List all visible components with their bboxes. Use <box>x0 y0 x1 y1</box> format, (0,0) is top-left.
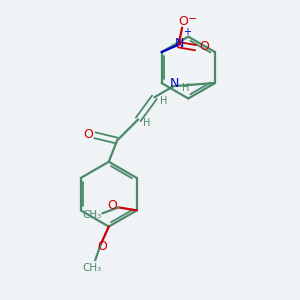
Text: H: H <box>160 96 167 106</box>
Text: H: H <box>182 83 190 94</box>
Text: O: O <box>199 40 209 53</box>
Text: +: + <box>183 27 191 38</box>
Text: CH₃: CH₃ <box>83 263 102 273</box>
Text: CH₃: CH₃ <box>82 210 102 220</box>
Text: O: O <box>178 15 188 28</box>
Text: −: − <box>188 14 197 24</box>
Text: H: H <box>143 118 151 128</box>
Text: N: N <box>175 37 184 50</box>
Text: O: O <box>97 240 106 253</box>
Text: O: O <box>83 128 93 141</box>
Text: N: N <box>170 77 179 90</box>
Text: O: O <box>107 199 117 212</box>
